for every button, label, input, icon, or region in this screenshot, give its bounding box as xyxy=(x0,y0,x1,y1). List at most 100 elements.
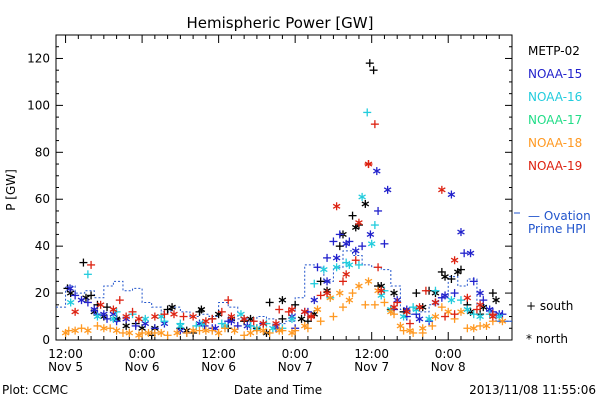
noaa-18-south-point xyxy=(208,326,217,335)
noaa-18-south-point xyxy=(463,324,472,333)
metp-02-north-point xyxy=(441,272,449,281)
noaa-18-north-point xyxy=(336,289,344,298)
noaa-18-north-point xyxy=(355,282,363,291)
star-c xyxy=(240,316,248,322)
star-c xyxy=(457,229,465,235)
noaa-16-north-point xyxy=(358,192,366,201)
star-c xyxy=(441,292,449,298)
metp-02-north-point xyxy=(197,305,206,314)
x-tick-label-date: Nov 8 xyxy=(431,360,466,374)
noaa-16-north-point xyxy=(141,314,150,323)
noaa-19-north-point xyxy=(71,307,79,316)
noaa-19-north-point xyxy=(135,314,143,323)
noaa-19-north-point xyxy=(151,312,159,321)
noaa-15-north-point xyxy=(342,239,350,248)
noaa-18-north-point xyxy=(313,305,322,314)
star-c xyxy=(122,313,130,320)
x-tick-label-date: Nov 7 xyxy=(354,360,389,374)
star-c xyxy=(390,304,398,310)
noaa-15-north-point xyxy=(415,314,424,323)
noaa-19-north-point xyxy=(323,289,331,298)
noaa-15-south-point xyxy=(329,237,338,246)
star-c xyxy=(66,299,75,306)
ovation-legend: — Ovation Prime HPI xyxy=(514,209,591,236)
star-c xyxy=(438,187,446,193)
star-c xyxy=(100,311,108,317)
x-tick-label-time: 12:00 xyxy=(48,347,83,361)
noaa-19-north-point xyxy=(109,305,118,314)
noaa-16-south-point xyxy=(363,108,372,117)
star-c xyxy=(415,316,424,322)
noaa-19-south-point xyxy=(217,307,226,316)
star-c xyxy=(457,309,465,315)
noaa-18-south-point xyxy=(428,321,437,330)
star-c xyxy=(345,297,354,303)
star-c xyxy=(476,290,484,296)
star-c xyxy=(323,278,331,284)
noaa-18-north-point xyxy=(144,328,153,337)
noaa-18-north-point xyxy=(112,326,121,335)
noaa-19-north-point xyxy=(476,300,484,309)
noaa-15-north-point xyxy=(441,291,449,300)
metp-02-north-point xyxy=(278,296,287,305)
metp-02-south-point xyxy=(365,59,374,68)
noaa-18-north-point xyxy=(157,328,166,337)
noaa-16-south-point xyxy=(431,286,440,295)
star-c xyxy=(246,330,255,336)
y-axis-ticks: 0 20 40 60 80 100 120 xyxy=(27,46,512,347)
star-c xyxy=(141,316,150,322)
star-c xyxy=(173,330,181,336)
noaa-19-north-point xyxy=(202,317,210,326)
star-c xyxy=(447,297,456,303)
noaa-16-north-point xyxy=(66,298,75,307)
noaa-18-north-point xyxy=(406,326,414,335)
noaa-18-south-point xyxy=(77,324,86,333)
noaa-18-south-point xyxy=(361,300,370,309)
star-c xyxy=(351,248,360,254)
noaa-18-north-point xyxy=(189,326,197,335)
noaa-19-north-point xyxy=(122,312,130,321)
metp-02-south-point xyxy=(447,275,456,283)
star-c xyxy=(366,231,375,237)
star-c xyxy=(288,330,296,336)
noaa-15-south-point xyxy=(335,230,344,239)
noaa-16-north-point xyxy=(345,260,354,269)
noaa-19-south-point xyxy=(421,286,430,295)
noaa-15-south-point xyxy=(83,298,92,307)
star-c xyxy=(396,323,405,329)
noaa-15-south-point xyxy=(358,242,367,251)
metp-02-south-point xyxy=(369,66,378,75)
star-c xyxy=(230,328,239,334)
y-tick-label: 60 xyxy=(35,192,50,206)
noaa-19-south-point xyxy=(224,296,233,305)
noaa-18-south-point xyxy=(182,328,191,337)
legend-noaa-15: NOAA-15 xyxy=(528,67,582,81)
star-c xyxy=(278,297,287,303)
metp-02-south-point xyxy=(278,314,287,323)
star-c xyxy=(463,306,472,313)
noaa-19-south-point xyxy=(351,256,360,265)
noaa-16-north-point xyxy=(288,314,296,323)
star-c xyxy=(431,299,440,306)
noaa-19-south-point xyxy=(128,307,137,316)
noaa-18-north-point xyxy=(275,326,284,335)
star-c xyxy=(377,292,386,298)
star-c xyxy=(390,290,398,296)
star-c xyxy=(355,283,363,289)
metp-02-south-point xyxy=(103,303,112,312)
symbol-legend-south: + south xyxy=(526,299,573,313)
ovation-hpi-line xyxy=(56,250,512,325)
star-c xyxy=(373,168,381,174)
star-c xyxy=(418,325,427,331)
noaa-19-south-point xyxy=(338,277,347,286)
noaa-19-north-point xyxy=(342,270,350,279)
noaa-19-north-point xyxy=(431,298,440,307)
noaa-15-south-point xyxy=(460,249,469,258)
star-c xyxy=(66,290,75,296)
star-c xyxy=(310,297,319,303)
legend-noaa-18: NOAA-18 xyxy=(528,136,582,150)
metp-02-south-point xyxy=(195,307,204,316)
star-c xyxy=(406,328,414,334)
noaa-19-north-point xyxy=(355,218,363,227)
x-tick-label-date: Nov 6 xyxy=(125,360,160,374)
